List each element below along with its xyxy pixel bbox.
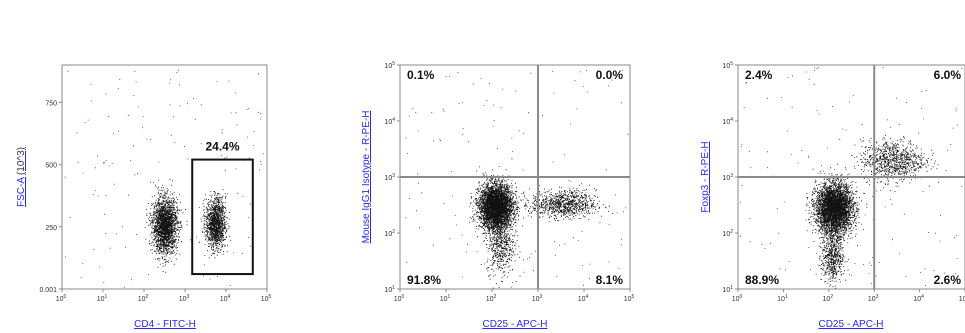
scatter-points xyxy=(64,69,264,288)
x-tick-label: 105 xyxy=(959,294,965,303)
x-tick-label: 100 xyxy=(56,294,67,303)
y-axis-label: FSC-A (10^3) xyxy=(16,147,27,207)
x-tick-labels: 100 101 102 103 104 105 xyxy=(56,289,272,303)
quadrant-lower-right: 2.6% xyxy=(934,273,962,287)
plot-cd25-isotype: 0.1% 0.0% 91.8% 8.1% 100 101 102 103 104 105 … xyxy=(361,61,635,330)
y-tick-label: 102 xyxy=(722,229,733,238)
x-axis-label: CD25 - APC-H xyxy=(818,319,883,330)
y-tick-label: 500 xyxy=(45,163,57,170)
x-tick-label: 103 xyxy=(179,294,190,303)
x-tick-label: 105 xyxy=(261,294,272,303)
x-tick-label: 104 xyxy=(578,294,589,303)
x-tick-label: 101 xyxy=(777,294,788,303)
y-tick-label: 104 xyxy=(722,117,733,126)
y-tick-label: 101 xyxy=(722,285,733,294)
y-tick-label: 750 xyxy=(45,100,57,107)
y-tick-label: 103 xyxy=(722,173,733,182)
y-tick-label: 104 xyxy=(384,117,395,126)
x-tick-label: 105 xyxy=(624,294,635,303)
y-axis-label-link: FSC-A xyxy=(16,177,27,207)
plot-frame xyxy=(61,64,268,290)
x-tick-label: 102 xyxy=(486,294,497,303)
y-tick-labels: 101 102 103 104 105 xyxy=(384,61,400,294)
quadrant-lower-right: 8.1% xyxy=(596,273,624,287)
y-tick-label: 105 xyxy=(722,61,733,70)
y-tick-label: 250 xyxy=(45,225,57,232)
plot-cd4-fsc: 24.4% 100 101 102 103 104 105 0.001250500750 … xyxy=(16,64,272,330)
y-tick-label: 0.001 xyxy=(39,287,57,294)
event-dots xyxy=(64,69,264,288)
quadrant-upper-left: 0.1% xyxy=(407,68,435,82)
x-tick-label: 103 xyxy=(868,294,879,303)
y-tick-labels: 0.001 250 500 750 xyxy=(39,100,62,294)
x-tick-label: 100 xyxy=(732,294,743,303)
gate-percentage: 24.4% xyxy=(205,140,239,154)
quadrant-upper-left: 2.4% xyxy=(745,68,773,82)
gate-rectangle xyxy=(191,158,254,276)
x-tick-label: 104 xyxy=(220,294,231,303)
y-axis-label-suffix: (10^3) xyxy=(16,147,27,175)
x-tick-label: 104 xyxy=(913,294,924,303)
y-tick-label: 101 xyxy=(384,285,395,294)
y-tick-label: 103 xyxy=(384,173,395,182)
x-tick-label: 100 xyxy=(394,294,405,303)
x-tick-label: 101 xyxy=(440,294,451,303)
x-axis-label: CD25 - APC-H xyxy=(482,319,547,330)
plot-cd25-foxp3: 2.4% 6.0% 88.9% 2.6% 100101102103104105 … xyxy=(700,61,965,330)
x-tick-label: 102 xyxy=(823,294,834,303)
y-tick-label: 102 xyxy=(384,229,395,238)
x-tick-label: 103 xyxy=(532,294,543,303)
x-tick-labels: 100 101 102 103 104 105 xyxy=(394,289,635,303)
y-axis-label: Foxp3 - R-PE-H xyxy=(700,141,711,212)
y-axis-label: Mouse IgG1 Isotype - R-PE-H xyxy=(361,111,372,244)
x-tick-label: 101 xyxy=(97,294,108,303)
x-tick-label: 102 xyxy=(138,294,149,303)
quadrant-upper-right: 0.0% xyxy=(596,68,624,82)
quadrant-lower-left: 91.8% xyxy=(407,273,441,287)
quadrant-lower-left: 88.9% xyxy=(745,273,779,287)
y-tick-label: 105 xyxy=(384,61,395,70)
x-axis-label: CD4 - FITC-H xyxy=(134,319,196,330)
x-tick-labels: 100 101 102 103 104 105 xyxy=(732,289,965,303)
quadrant-upper-right: 6.0% xyxy=(934,68,962,82)
y-tick-labels: 101 102 103 104 105 xyxy=(722,61,738,294)
